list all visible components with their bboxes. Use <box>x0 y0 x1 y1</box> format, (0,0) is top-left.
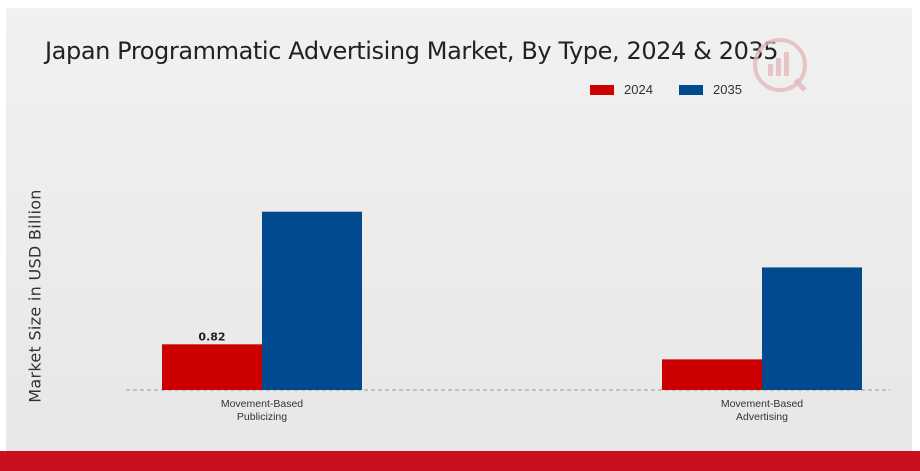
legend-label-2024: 2024 <box>624 82 653 97</box>
legend-item-2024: 2024 <box>590 82 653 97</box>
labels-group: Movement-Based Publicizing Movement-Based A… <box>198 330 803 423</box>
x-tick-label: Movement-Based Advertising <box>721 398 803 423</box>
legend-swatch-2024 <box>590 84 614 95</box>
bars-group <box>162 211 862 390</box>
x-tick-label: Movement-Based Publicizing <box>221 398 303 423</box>
bar-2035-cat0 <box>262 211 362 390</box>
chart-title: Japan Programmatic Advertising Market, B… <box>45 37 779 65</box>
watermark-logo-icon <box>753 38 807 92</box>
bar-2035-cat1 <box>762 267 862 390</box>
data-label: 0.82 <box>198 330 225 343</box>
legend-label-2035: 2035 <box>713 82 742 97</box>
bar-2024-cat1 <box>662 359 762 390</box>
bottom-bar <box>0 451 920 471</box>
legend-item-2035: 2035 <box>679 82 742 97</box>
legend-swatch-2035 <box>679 84 703 95</box>
bar-2024-cat0 <box>162 344 262 390</box>
